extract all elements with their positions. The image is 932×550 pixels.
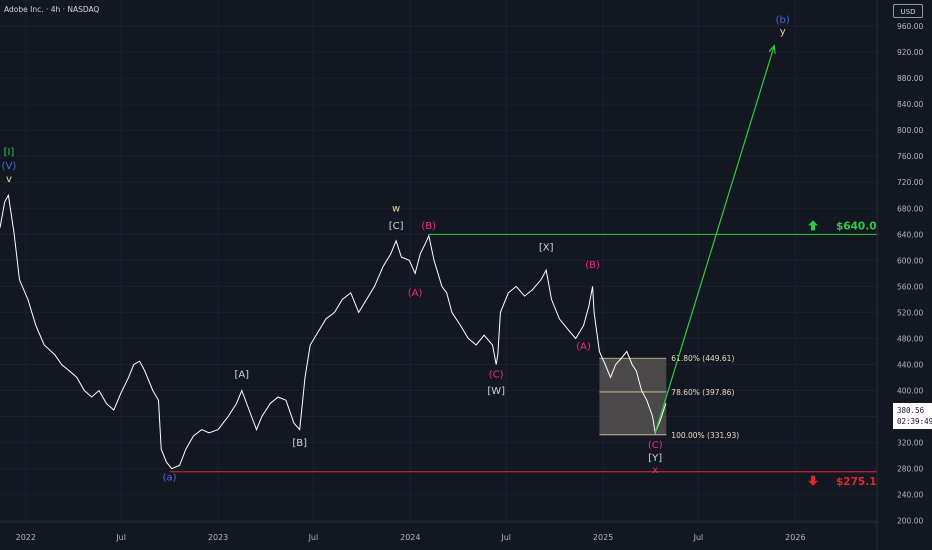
fib-level-label: 78.60% (397.86) <box>671 388 734 397</box>
x-tick-label: 2023 <box>208 533 228 542</box>
x-tick-label: Jul <box>115 533 126 542</box>
wave-label: (B) <box>585 260 600 271</box>
currency-selector[interactable]: USD <box>893 4 923 18</box>
x-tick-label: 2025 <box>593 533 613 542</box>
y-tick-label: 520.00 <box>897 308 923 317</box>
y-tick-label: 840.00 <box>897 100 923 109</box>
wave-label: (C) <box>489 370 504 381</box>
wave-label: [B] <box>292 438 307 449</box>
wave-label: (A) <box>408 288 423 299</box>
price-axis <box>877 0 932 550</box>
x-tick-label: Jul <box>308 533 319 542</box>
x-tick-label: 2024 <box>400 533 420 542</box>
y-tick-label: 560.00 <box>897 282 923 291</box>
fib-level-label: 100.00% (331.93) <box>671 431 739 440</box>
last-price-value: 380.56 <box>897 406 925 415</box>
level-label: $275.16 <box>836 476 884 488</box>
y-tick-label: 600.00 <box>897 256 923 265</box>
wave-label: (C) <box>648 440 663 451</box>
y-tick-label: 760.00 <box>897 152 923 161</box>
wave-label: [X] <box>539 243 554 254</box>
up-arrow-icon <box>808 220 818 231</box>
fib-level-label: 61.80% (449.61) <box>671 354 734 363</box>
y-tick-label: 440.00 <box>897 360 923 369</box>
wave-label: [C] <box>389 221 404 232</box>
wave-label: (a) <box>163 472 177 483</box>
wave-label: (b) <box>776 15 790 26</box>
y-tick-label: 320.00 <box>897 439 923 448</box>
y-tick-label: 680.00 <box>897 204 923 213</box>
wave-label: [I] <box>4 147 15 158</box>
wave-label: [W] <box>487 386 505 397</box>
y-tick-label: 480.00 <box>897 334 923 343</box>
wave-label: (B) <box>421 221 436 232</box>
wave-label: x <box>652 465 658 476</box>
y-tick-label: 280.00 <box>897 465 923 474</box>
bar-countdown: 02:39:49 <box>897 417 932 426</box>
projection-series <box>654 45 775 433</box>
x-tick-label: 2022 <box>16 533 36 542</box>
y-tick-label: 640.00 <box>897 230 923 239</box>
y-tick-label: 960.00 <box>897 22 923 31</box>
wave-label: v <box>6 174 12 185</box>
wave-label: [A] <box>234 370 249 381</box>
price-series <box>0 193 667 470</box>
wave-label: (A) <box>576 342 591 353</box>
x-tick-label: Jul <box>693 533 704 542</box>
y-tick-label: 400.00 <box>897 387 923 396</box>
projection-arrowhead <box>768 44 776 54</box>
wave-label: w <box>392 204 400 215</box>
x-tick-label: Jul <box>500 533 511 542</box>
y-tick-label: 920.00 <box>897 48 923 57</box>
y-tick-label: 880.00 <box>897 74 923 83</box>
level-label: $640.00 <box>836 220 884 232</box>
wave-label: (V) <box>2 161 17 172</box>
y-tick-label: 200.00 <box>897 517 923 526</box>
y-tick-label: 240.00 <box>897 491 923 500</box>
last-price-badge: 380.56 02:39:49 <box>893 403 932 429</box>
wave-label: [Y] <box>648 453 662 464</box>
symbol-title: Adobe Inc. · 4h · NASDAQ <box>4 5 100 14</box>
down-arrow-icon <box>808 475 818 486</box>
y-tick-label: 720.00 <box>897 178 923 187</box>
x-tick-label: 2026 <box>785 533 805 542</box>
y-tick-label: 800.00 <box>897 126 923 135</box>
wave-label: y <box>780 26 786 37</box>
fibonacci-zone <box>599 358 667 435</box>
